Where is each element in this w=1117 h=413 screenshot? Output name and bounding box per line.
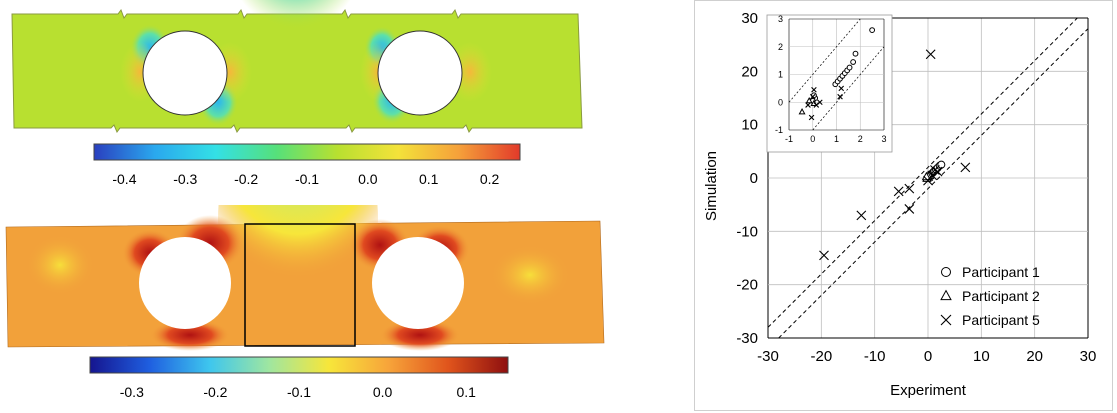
inset-y-tick-label: 3 <box>778 14 783 24</box>
legend-label: Participant 2 <box>962 288 1040 304</box>
inset-y-tick-label: -1 <box>775 125 783 135</box>
inset-x-tick-label: 2 <box>858 134 863 144</box>
colorbar-tick-label: 0.1 <box>456 384 476 400</box>
inset-data-point-circle <box>850 59 857 65</box>
legend-marker-cross <box>940 314 952 326</box>
y-tick-label: 10 <box>741 117 758 134</box>
colorbar-tick-label: -0.2 <box>203 384 227 400</box>
inset-data-point-cross <box>809 93 816 100</box>
data-point-cross <box>904 204 915 214</box>
inset-y-tick-label: 2 <box>778 42 783 52</box>
data-point-cross <box>904 183 915 194</box>
inset-data-point-triangle <box>798 108 806 115</box>
y-tick-label: 20 <box>741 63 758 80</box>
inset-x-tick-label: -1 <box>785 134 793 144</box>
chart-frame <box>694 0 1113 411</box>
data-point-cross <box>930 165 940 175</box>
colorbar-tick-label: -0.3 <box>120 384 144 400</box>
colorbar-tick-label: -0.2 <box>234 171 258 187</box>
y-tick-label: -10 <box>736 223 758 240</box>
x-tick-label: 0 <box>924 348 932 365</box>
inset-data-point-circle <box>869 27 876 34</box>
colorbar-tick-label: 0.1 <box>419 171 439 187</box>
inset-x-tick-label: 1 <box>834 134 839 144</box>
diagonal-band-line <box>778 28 1089 339</box>
inset-data-point-cross <box>813 102 820 108</box>
hole-left <box>142 30 228 116</box>
inset-data-point-cross <box>805 102 811 108</box>
contour-plate-bottom <box>5 205 605 351</box>
colorbar-tick-label: -0.4 <box>112 171 136 187</box>
data-point-cross <box>927 170 938 181</box>
data-point-cross <box>932 166 943 177</box>
y-tick-label: 30 <box>741 10 758 27</box>
colorbar-tick-label: -0.1 <box>295 171 319 187</box>
legend-label: Participant 5 <box>962 312 1040 328</box>
inset-data-point-circle <box>852 50 859 57</box>
inset-y-tick-label: 0 <box>778 97 783 107</box>
legend-label: Participant 1 <box>962 264 1040 280</box>
colorbar-tick-label: -0.1 <box>287 384 311 400</box>
inset-data-point-cross <box>817 99 823 106</box>
inset-data-point-circle <box>846 64 853 71</box>
legend-marker-circle <box>941 267 951 277</box>
region-box <box>244 223 356 347</box>
x-axis-label: Experiment <box>890 382 967 399</box>
inset-frame <box>766 14 893 153</box>
inset-y-tick-label: 1 <box>778 70 783 80</box>
colorbar-tick-label: 0.0 <box>358 171 378 187</box>
colorbar-bottom: -0.3 -0.2 -0.1 0.0 0.1 <box>89 356 509 400</box>
x-tick-label: -30 <box>757 348 779 365</box>
colorbar-tick-label: 0.0 <box>373 384 393 400</box>
colorbar-top: -0.4 -0.3 -0.2 -0.1 0.0 0.1 0.2 <box>93 143 521 187</box>
inset-data-point-cross <box>837 93 843 100</box>
inset-data-point-cross <box>811 86 817 93</box>
y-tick-label: 0 <box>750 170 758 187</box>
data-point-cross <box>960 162 971 173</box>
inset-x-tick-label: 0 <box>810 134 815 144</box>
inset-data-point-triangle <box>805 96 813 104</box>
y-axis-label: Simulation <box>703 151 720 221</box>
x-tick-label: 10 <box>973 348 990 365</box>
inset-data-point-cross <box>808 114 815 121</box>
y-tick-label: -30 <box>736 330 758 347</box>
legend-marker-triangle <box>940 289 952 301</box>
x-tick-label: 30 <box>1080 348 1097 365</box>
contour-plate-top <box>11 0 583 133</box>
inset-data-point-cross <box>838 85 845 92</box>
x-tick-label: -20 <box>810 348 832 365</box>
y-tick-label: -20 <box>736 277 758 294</box>
data-point-cross <box>819 250 829 261</box>
data-point-cross <box>925 49 936 60</box>
colorbar-tick-label: 0.2 <box>480 171 500 187</box>
data-point-cross <box>893 186 904 197</box>
inset-x-tick-label: 3 <box>881 134 886 144</box>
colorbar-tick-label: -0.3 <box>173 171 197 187</box>
data-point-cross <box>923 175 933 186</box>
x-tick-label: -10 <box>864 348 886 365</box>
x-tick-label: 20 <box>1026 348 1043 365</box>
data-point-cross <box>856 210 867 221</box>
hole-right <box>377 30 463 116</box>
diagonal-band-line <box>767 17 1078 328</box>
